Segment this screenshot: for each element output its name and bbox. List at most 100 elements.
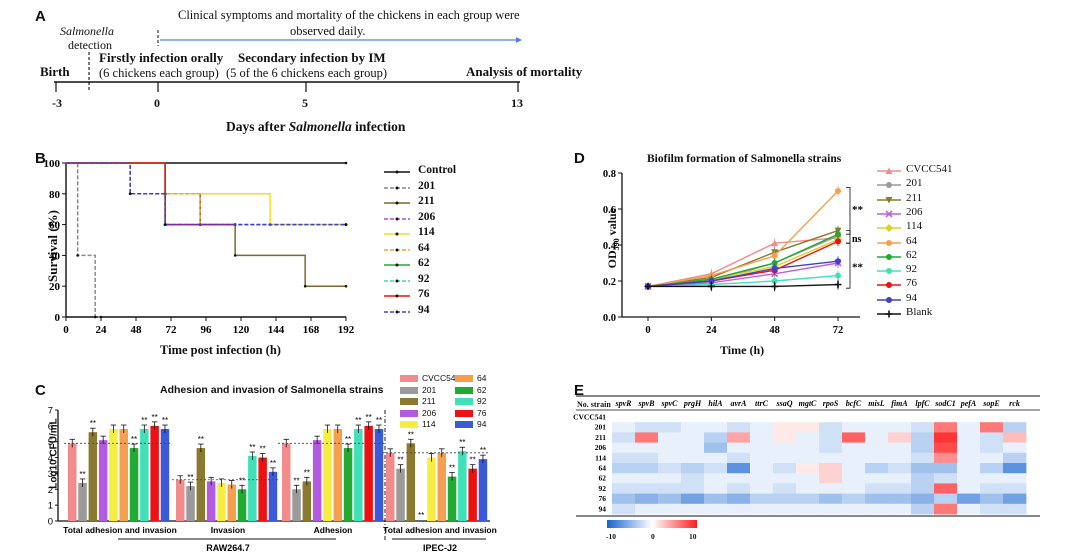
legend-swatch-206 — [877, 210, 901, 218]
heatmap-cell — [727, 422, 751, 433]
heatmap-cell — [1003, 473, 1027, 484]
y-tick-label: 0.4 — [603, 241, 617, 252]
heatmap-cell — [888, 463, 912, 474]
heatmap-row-62: 62 — [599, 474, 607, 483]
heatmap-cell — [911, 432, 935, 443]
bar-sig: ** — [366, 413, 372, 422]
heatmap-cell — [773, 503, 797, 515]
heatmap-cell — [704, 442, 728, 454]
heatmap-col-spvR: spvR — [615, 399, 633, 408]
heatmap-cell — [704, 463, 728, 474]
heatmap-cell — [635, 473, 659, 484]
first-infection-detail: (6 chickens each group) — [99, 66, 219, 80]
heatmap-cell — [635, 442, 659, 454]
heatmap-cell — [681, 503, 705, 515]
biofilm-point-92 — [835, 272, 841, 279]
heatmap-cell — [658, 493, 682, 505]
bar-62-g1 — [237, 489, 247, 521]
bar-sig: ** — [187, 473, 193, 482]
heatmap-col-lpfC: lpfC — [915, 399, 930, 408]
x-tick-label: 24 — [96, 324, 108, 336]
x-tick-label: 96 — [201, 324, 213, 336]
heatmap-cell — [1003, 442, 1027, 454]
y-tick-label: 7 — [48, 406, 53, 417]
bar-211-g3 — [406, 443, 416, 521]
x-tick-label: 144 — [268, 324, 285, 336]
heatmap-cell — [980, 493, 1004, 505]
heatmap-cell — [980, 503, 1004, 515]
legend-swatch-92 — [455, 398, 473, 405]
legend-label-114: 114 — [906, 220, 923, 233]
heatmap-cell — [980, 473, 1004, 484]
heatmap-cell — [635, 503, 659, 515]
bar-sig: ** — [397, 456, 403, 465]
bar-114-g2 — [323, 429, 332, 521]
x-tick-label: 48 — [769, 325, 780, 336]
biofilm-line-94 — [647, 260, 839, 288]
heatmap-cell — [888, 442, 912, 454]
heatmap-cell — [704, 473, 728, 484]
legend-marker — [886, 282, 892, 289]
legend-marker — [885, 196, 893, 204]
heatmap-cell — [750, 473, 774, 484]
legend-marker — [395, 217, 399, 220]
legend-marker — [886, 182, 892, 189]
bar-sig: ** — [293, 476, 299, 485]
heatmap-col-ssaQ: ssaQ — [775, 399, 792, 408]
heatmap-cell — [980, 452, 1004, 464]
biofilm-xlabel: Time (h) — [720, 343, 765, 357]
legend-swatch-94 — [384, 310, 410, 313]
heatmap-cell — [865, 452, 889, 464]
bar-64-g2 — [333, 429, 342, 521]
legend-label-76: 76 — [906, 277, 917, 290]
legend-swatch-92 — [877, 268, 901, 275]
heatmap-cell — [658, 432, 682, 443]
legend-marker — [395, 201, 399, 205]
heatmap-cell — [819, 452, 843, 464]
heatmap-cell — [957, 442, 981, 454]
panel-b-xlabel: Time post infection (h) — [160, 343, 281, 357]
legend-label-76: 76 — [477, 407, 487, 418]
heatmap-cell — [911, 473, 935, 484]
legend-label-211: 211 — [906, 191, 923, 204]
biofilm-point-94 — [771, 265, 778, 272]
heatmap-cell — [911, 463, 935, 474]
survival-point-94 — [128, 192, 132, 196]
heatmap-cell — [980, 422, 1004, 433]
heatmap-cell — [911, 422, 935, 433]
bar-92-g3 — [458, 451, 467, 521]
heatmap-cell — [635, 463, 659, 474]
legend-marker — [886, 239, 892, 246]
group-label-3: Total adhesion and invasion — [383, 525, 497, 535]
heatmap-col-avrA: avrA — [731, 399, 748, 408]
bar-94-g1 — [268, 471, 278, 521]
bar-201-g0 — [78, 482, 87, 521]
sig-top: ** — [852, 204, 864, 216]
heatmap-cell — [819, 473, 843, 484]
biofilm-point-64 — [771, 252, 778, 259]
bar-sig: ** — [90, 419, 96, 428]
survival-point-94 — [163, 223, 167, 226]
bar-sig: ** — [459, 438, 465, 447]
heatmap-cell — [658, 483, 682, 494]
legend-swatch-64 — [455, 375, 473, 382]
heatmap-col-rpoS: rpoS — [823, 399, 839, 408]
heatmap-cell — [934, 422, 958, 433]
heatmap-cell — [911, 483, 935, 494]
bar-sig: ** — [141, 416, 147, 425]
legend-marker — [886, 268, 892, 275]
heatmap-cell — [980, 483, 1004, 494]
biofilm-point-CVCC541 — [771, 239, 779, 247]
bar-62-g2 — [343, 448, 353, 521]
legend-swatch-201 — [384, 186, 410, 189]
legend-marker — [886, 253, 892, 260]
legend-swatch-62 — [877, 253, 901, 260]
bar-76-g2 — [364, 425, 373, 521]
bar-sig: ** — [304, 468, 310, 477]
bar-201-g1 — [186, 486, 195, 521]
heatmap-cell — [773, 432, 797, 443]
heatmap-cell — [704, 452, 728, 464]
legend-marker — [885, 310, 893, 318]
y-tick-label: 0 — [55, 312, 61, 324]
